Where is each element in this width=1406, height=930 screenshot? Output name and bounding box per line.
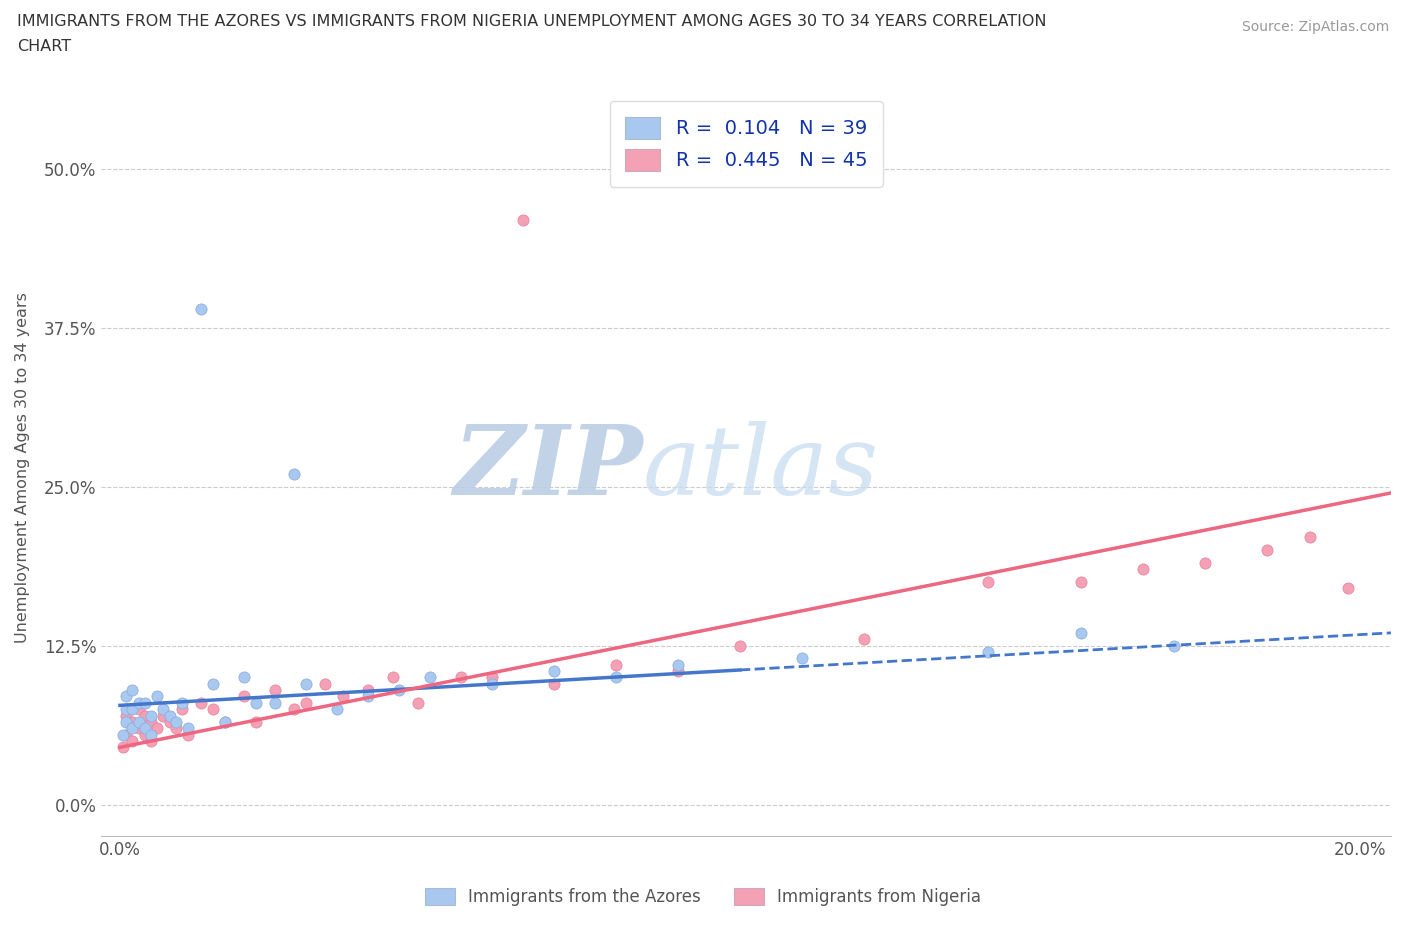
Legend: R =  0.104   N = 39, R =  0.445   N = 45: R = 0.104 N = 39, R = 0.445 N = 45 <box>610 101 883 187</box>
Point <box>314 676 336 691</box>
Point <box>245 696 267 711</box>
Point <box>170 696 193 711</box>
Point <box>605 658 627 672</box>
Point <box>1070 625 1092 640</box>
Point <box>128 696 150 711</box>
Point <box>177 727 200 742</box>
Point <box>165 721 187 736</box>
Point <box>177 721 200 736</box>
Point <box>977 575 1000 590</box>
Point <box>295 696 318 711</box>
Point <box>1163 638 1185 653</box>
Point <box>146 721 169 736</box>
Text: CHART: CHART <box>17 39 70 54</box>
Point <box>165 714 187 729</box>
Point <box>977 644 1000 659</box>
Point <box>159 708 181 723</box>
Point <box>152 702 174 717</box>
Point <box>121 683 143 698</box>
Point <box>134 721 156 736</box>
Point <box>283 702 305 717</box>
Point <box>128 714 150 729</box>
Point <box>112 727 135 742</box>
Point <box>190 301 212 316</box>
Point <box>201 676 224 691</box>
Point <box>264 696 287 711</box>
Point <box>112 740 135 755</box>
Point <box>152 708 174 723</box>
Point <box>419 670 441 684</box>
Point <box>512 212 534 227</box>
Point <box>121 714 143 729</box>
Point <box>388 683 411 698</box>
Point <box>1194 555 1216 570</box>
Point <box>1336 581 1358 596</box>
Point <box>159 714 181 729</box>
Point <box>1256 543 1278 558</box>
Legend: Immigrants from the Azores, Immigrants from Nigeria: Immigrants from the Azores, Immigrants f… <box>418 881 988 912</box>
Point <box>121 721 143 736</box>
Y-axis label: Unemployment Among Ages 30 to 34 years: Unemployment Among Ages 30 to 34 years <box>15 292 30 643</box>
Point <box>201 702 224 717</box>
Point <box>406 696 429 711</box>
Point <box>128 702 150 717</box>
Point <box>134 696 156 711</box>
Point <box>1070 575 1092 590</box>
Point <box>283 467 305 482</box>
Point <box>115 727 138 742</box>
Point <box>115 689 138 704</box>
Point <box>481 676 503 691</box>
Text: IMMIGRANTS FROM THE AZORES VS IMMIGRANTS FROM NIGERIA UNEMPLOYMENT AMONG AGES 30: IMMIGRANTS FROM THE AZORES VS IMMIGRANTS… <box>17 14 1046 29</box>
Point <box>332 689 354 704</box>
Point <box>121 734 143 749</box>
Point <box>666 664 689 679</box>
Text: Source: ZipAtlas.com: Source: ZipAtlas.com <box>1241 20 1389 34</box>
Point <box>357 689 380 704</box>
Point <box>543 664 565 679</box>
Point <box>139 708 162 723</box>
Point <box>790 651 813 666</box>
Point <box>1132 562 1154 577</box>
Point <box>543 676 565 691</box>
Point <box>139 734 162 749</box>
Point <box>605 670 627 684</box>
Point <box>481 670 503 684</box>
Point <box>115 714 138 729</box>
Point <box>264 683 287 698</box>
Point <box>852 631 875 646</box>
Text: atlas: atlas <box>643 420 879 514</box>
Point <box>245 714 267 729</box>
Point <box>214 714 236 729</box>
Text: ZIP: ZIP <box>453 420 643 514</box>
Point <box>139 727 162 742</box>
Point <box>233 670 256 684</box>
Point <box>233 689 256 704</box>
Point <box>139 714 162 729</box>
Point <box>121 702 143 717</box>
Point <box>728 638 751 653</box>
Point <box>134 708 156 723</box>
Point <box>1299 530 1322 545</box>
Point <box>357 683 380 698</box>
Point <box>326 702 349 717</box>
Point <box>190 696 212 711</box>
Point <box>170 702 193 717</box>
Point <box>134 727 156 742</box>
Point <box>115 708 138 723</box>
Point <box>115 702 138 717</box>
Point <box>666 658 689 672</box>
Point <box>381 670 404 684</box>
Point <box>450 670 472 684</box>
Point <box>295 676 318 691</box>
Point <box>128 721 150 736</box>
Point <box>146 689 169 704</box>
Point <box>214 714 236 729</box>
